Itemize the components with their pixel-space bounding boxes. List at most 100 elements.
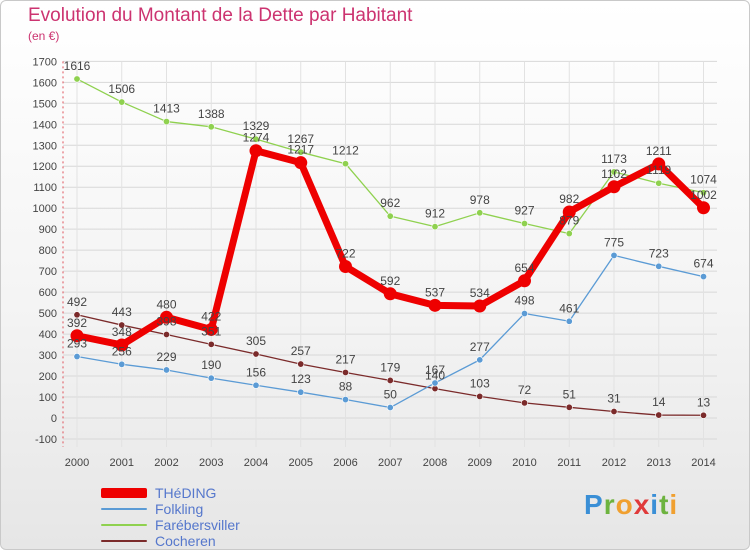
grid-lines bbox=[62, 60, 717, 447]
legend-swatch bbox=[101, 524, 147, 526]
data-point bbox=[341, 160, 349, 168]
legend-label: THéDING bbox=[155, 485, 217, 501]
data-label: 392 bbox=[67, 316, 87, 330]
data-point bbox=[518, 274, 531, 288]
data-point bbox=[565, 317, 573, 325]
data-point bbox=[207, 374, 215, 382]
data-label: 1211 bbox=[646, 144, 672, 158]
data-point bbox=[163, 330, 171, 338]
proxiti-logo: Proxiti bbox=[584, 489, 678, 521]
data-label: 1506 bbox=[108, 82, 135, 96]
data-point bbox=[204, 322, 218, 336]
logo-letter: P bbox=[584, 489, 604, 520]
data-label: 443 bbox=[112, 305, 132, 319]
legend-label: Folkling bbox=[155, 501, 204, 517]
data-point bbox=[297, 148, 305, 156]
data-label: 775 bbox=[604, 235, 624, 249]
data-point bbox=[476, 356, 484, 364]
data-point bbox=[562, 205, 576, 219]
x-tick-label: 2009 bbox=[468, 457, 492, 469]
data-point bbox=[341, 368, 349, 376]
data-label: 31 bbox=[607, 391, 621, 405]
x-axis-ticks: 2000 2001 2002 2003 2004 2005 2006 2007 2008 2009… bbox=[65, 457, 716, 469]
data-label: 13 bbox=[697, 395, 711, 409]
data-label: 534 bbox=[470, 286, 490, 300]
y-tick-label: -100 bbox=[35, 434, 57, 446]
logo-letter: i bbox=[650, 489, 660, 520]
data-point bbox=[699, 273, 707, 281]
x-tick-label: 2002 bbox=[154, 457, 178, 469]
data-label: 654 bbox=[514, 261, 534, 275]
data-label: 1329 bbox=[243, 119, 270, 133]
chart-title: Evolution du Montant de la Dette par Hab… bbox=[28, 5, 413, 26]
data-point bbox=[252, 381, 260, 389]
data-point bbox=[431, 223, 439, 231]
data-point bbox=[386, 212, 394, 220]
data-label: 722 bbox=[335, 247, 355, 261]
data-point bbox=[207, 123, 215, 131]
y-tick-label: 1600 bbox=[33, 77, 57, 89]
data-label: 592 bbox=[380, 274, 400, 288]
logo-letter: o bbox=[615, 489, 634, 520]
data-point bbox=[294, 156, 308, 170]
data-label: 1102 bbox=[601, 167, 627, 181]
data-point bbox=[252, 350, 260, 358]
data-point bbox=[163, 366, 171, 374]
x-tick-label: 2006 bbox=[333, 457, 357, 469]
y-tick-label: 900 bbox=[39, 224, 57, 236]
data-point bbox=[699, 411, 707, 419]
logo-letter: r bbox=[603, 489, 616, 520]
legend-label: Farébersviller bbox=[155, 517, 240, 533]
data-point bbox=[118, 98, 126, 106]
data-label: 123 bbox=[291, 372, 311, 386]
legend-swatch bbox=[101, 488, 147, 498]
legend-item: Folkling bbox=[101, 501, 301, 517]
data-label: 1267 bbox=[287, 132, 314, 146]
data-label: 229 bbox=[156, 350, 176, 364]
y-tick-label: 300 bbox=[39, 350, 57, 362]
data-point bbox=[476, 392, 484, 400]
x-tick-label: 2003 bbox=[199, 457, 223, 469]
data-point bbox=[610, 251, 618, 259]
data-point bbox=[160, 310, 173, 324]
data-label: 88 bbox=[339, 380, 353, 394]
data-label: 492 bbox=[67, 295, 87, 309]
y-tick-label: 1500 bbox=[33, 98, 57, 110]
data-label: 1616 bbox=[64, 59, 91, 73]
y-tick-label: 1400 bbox=[33, 119, 57, 131]
x-tick-label: 2011 bbox=[557, 457, 581, 469]
data-label: 351 bbox=[201, 324, 221, 338]
data-label: 179 bbox=[380, 360, 400, 374]
data-point bbox=[386, 376, 394, 384]
x-tick-label: 2014 bbox=[691, 457, 715, 469]
data-point bbox=[520, 310, 528, 318]
y-tick-label: 800 bbox=[39, 245, 57, 257]
data-label: 1388 bbox=[198, 107, 225, 121]
data-label: 156 bbox=[246, 365, 266, 379]
y-tick-label: 500 bbox=[39, 308, 57, 320]
legend-swatch bbox=[101, 540, 147, 542]
data-label: 537 bbox=[425, 285, 445, 299]
data-point bbox=[73, 311, 81, 319]
data-label: 1119 bbox=[646, 163, 671, 177]
data-label: 190 bbox=[201, 358, 221, 372]
data-label: 14 bbox=[652, 395, 666, 409]
data-label: 1002 bbox=[690, 188, 717, 202]
data-label: 461 bbox=[559, 301, 579, 315]
data-point bbox=[431, 379, 439, 387]
data-point bbox=[607, 180, 621, 194]
data-label: 217 bbox=[335, 352, 355, 366]
y-tick-label: 1700 bbox=[33, 56, 57, 68]
data-point bbox=[297, 360, 305, 368]
y-tick-label: 1200 bbox=[33, 161, 57, 173]
legend-item: THéDING bbox=[101, 485, 301, 501]
legend: THéDING Folkling Farébersviller Cocheren bbox=[101, 485, 301, 549]
data-point bbox=[118, 360, 126, 368]
data-point bbox=[610, 168, 618, 176]
x-tick-label: 2012 bbox=[602, 457, 626, 469]
data-label: 256 bbox=[112, 344, 132, 358]
data-label: 674 bbox=[693, 257, 713, 271]
data-label: 1173 bbox=[601, 152, 627, 166]
data-point bbox=[473, 299, 487, 313]
